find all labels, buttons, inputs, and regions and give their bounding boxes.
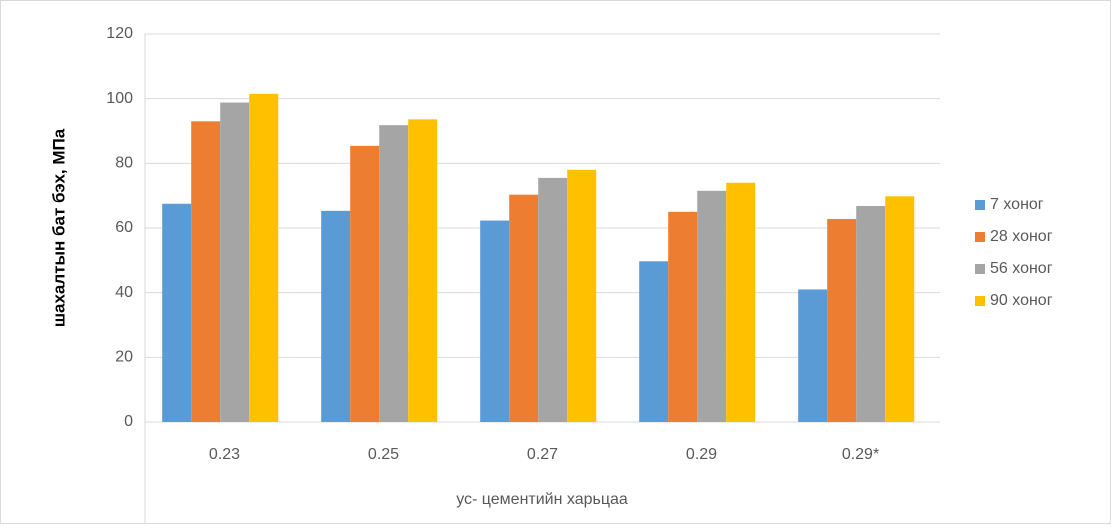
- y-tick-label: 120: [106, 25, 133, 42]
- legend-label: 7 хоног: [990, 196, 1044, 213]
- legend-swatch: [975, 264, 985, 274]
- legend-swatch: [975, 200, 985, 210]
- bar: [856, 206, 886, 422]
- bar: [538, 177, 568, 422]
- x-tick-label: 0.27: [527, 446, 558, 463]
- y-tick-label: 20: [115, 349, 133, 366]
- x-tick-label: 0.29: [686, 446, 717, 463]
- bar: [726, 182, 756, 422]
- bar: [885, 196, 915, 422]
- y-tick-label: 80: [115, 155, 133, 172]
- bar: [668, 211, 698, 422]
- bar: [162, 203, 192, 422]
- bar: [220, 102, 250, 423]
- y-tick-label: 100: [106, 90, 133, 107]
- x-tick-label: 0.23: [209, 446, 240, 463]
- legend-swatch: [975, 232, 985, 242]
- legend-label: 28 хоног: [990, 228, 1053, 245]
- bar: [639, 261, 669, 422]
- bar: [480, 220, 510, 422]
- y-axis-title: шахалтын бат бэх, МПа: [49, 128, 68, 327]
- bar: [827, 218, 857, 422]
- bar: [697, 190, 727, 422]
- bar: [191, 121, 221, 423]
- bar: [350, 145, 380, 422]
- bar: [567, 169, 597, 422]
- x-tick-label: 0.29*: [842, 446, 879, 463]
- legend-label: 56 хоног: [990, 260, 1053, 277]
- bar: [798, 289, 828, 422]
- bar: [321, 210, 351, 422]
- y-tick-label: 40: [115, 284, 133, 301]
- bar: [249, 93, 279, 423]
- bar: [379, 125, 409, 423]
- legend-swatch: [975, 296, 985, 306]
- y-tick-label: 0: [124, 413, 133, 430]
- bar: [509, 194, 539, 422]
- legend-label: 90 хоног: [990, 292, 1053, 309]
- y-tick-label: 60: [115, 219, 133, 236]
- bar: [408, 119, 438, 423]
- x-axis-title: ус- цементийн харьцаа: [456, 491, 628, 508]
- x-tick-label: 0.25: [368, 446, 399, 463]
